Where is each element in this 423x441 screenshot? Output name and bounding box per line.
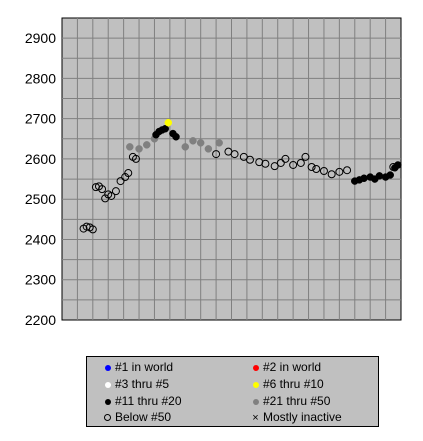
data-point [230, 150, 239, 159]
data-point [196, 139, 205, 147]
x-tick-label: 2000 [360, 329, 380, 330]
data-point [245, 155, 254, 164]
gray-dot-icon [252, 398, 259, 405]
data-point [164, 118, 173, 127]
black-dot-icon [104, 398, 111, 405]
data-point [181, 143, 190, 151]
legend-item-below-50: Below #50 [103, 409, 171, 425]
legend-label: #3 thru #5 [115, 377, 170, 391]
x-tick-label: 1988 [175, 329, 195, 330]
blue-dot-icon [104, 364, 111, 371]
x-tick-label: 1990 [206, 329, 226, 330]
data-point [135, 145, 143, 153]
data-point [312, 165, 321, 173]
data-point [394, 161, 402, 169]
data-point [124, 169, 133, 178]
y-tick-label: 2800 [25, 70, 56, 86]
data-point [107, 191, 116, 200]
legend: #1 in world #2 in world #3 thru #5 #6 th… [86, 356, 379, 427]
legend-item-3-thru-5: #3 thru #5 [103, 376, 169, 392]
data-point [143, 141, 151, 149]
data-point [360, 174, 368, 183]
data-point [386, 171, 394, 179]
data-point [281, 154, 290, 163]
red-dot-icon [252, 364, 259, 371]
data-point [172, 133, 180, 141]
hollow-circle-icon [104, 414, 111, 422]
data-point [296, 158, 305, 167]
x-axis-tick-labels: 1980 1982 1984 1986 1988 1990 1992 1994 1996 1998… [52, 329, 380, 330]
data-point [261, 159, 270, 168]
x-tick-label: 1994 [268, 329, 288, 330]
x-tick-label: 1980 [52, 329, 72, 330]
data-point [111, 187, 120, 196]
y-tick-label: 2300 [25, 272, 56, 288]
data-point [327, 170, 336, 179]
x-tick-label: 1998 [329, 329, 349, 330]
data-point [126, 143, 134, 151]
data-point [276, 158, 285, 167]
grid-lines [62, 18, 401, 320]
x-tick-label: 1986 [144, 329, 164, 330]
yellow-dot-icon [252, 381, 259, 388]
legend-item-1-in-world: #1 in world [103, 359, 173, 375]
data-point [270, 162, 279, 171]
data-point [88, 225, 97, 234]
y-tick-label: 2900 [25, 30, 56, 46]
cross-icon: × [252, 411, 259, 424]
data-point [98, 185, 107, 194]
y-tick-label: 2500 [25, 191, 56, 207]
data-point [189, 137, 197, 145]
legend-label: #1 in world [115, 360, 174, 374]
y-tick-label: 2400 [25, 231, 56, 247]
x-tick-label: 1984 [114, 329, 134, 330]
legend-label: #6 thru #10 [263, 377, 324, 391]
data-point [215, 139, 223, 147]
legend-label: Mostly inactive [263, 410, 342, 424]
y-axis-tick-labels: 2200 2300 2400 2500 2600 2700 2800 2900 [25, 30, 56, 328]
x-tick-label: 1996 [299, 329, 319, 330]
data-point [255, 158, 264, 167]
data-point [131, 154, 140, 163]
legend-item-21-thru-50: #21 thru #50 [251, 393, 330, 409]
data-point [161, 124, 169, 133]
y-tick-label: 2200 [25, 312, 56, 328]
data-point [319, 167, 328, 176]
legend-item-mostly-inactive: × Mostly inactive [251, 409, 342, 425]
data-point [301, 152, 310, 161]
legend-item-11-thru-20: #11 thru #20 [103, 393, 182, 409]
legend-label: #21 thru #50 [263, 394, 331, 408]
data-point [307, 162, 316, 171]
legend-item-2-in-world: #2 in world [251, 359, 321, 375]
x-tick-label: 1982 [83, 329, 103, 330]
legend-label: #11 thru #20 [115, 394, 182, 408]
x-tick-label: 1992 [237, 329, 257, 330]
y-tick-label: 2600 [25, 151, 56, 167]
data-point [343, 166, 352, 175]
data-point [335, 167, 344, 176]
data-point [204, 145, 213, 153]
data-point [212, 150, 221, 159]
y-tick-label: 2700 [25, 111, 56, 127]
white-dot-icon [104, 381, 111, 388]
legend-item-6-thru-10: #6 thru #10 [251, 376, 324, 392]
data-points [79, 118, 402, 234]
data-point [375, 172, 384, 180]
data-point [289, 160, 298, 169]
data-point [116, 177, 125, 186]
legend-label: Below #50 [115, 410, 172, 424]
legend-label: #2 in world [263, 360, 322, 374]
